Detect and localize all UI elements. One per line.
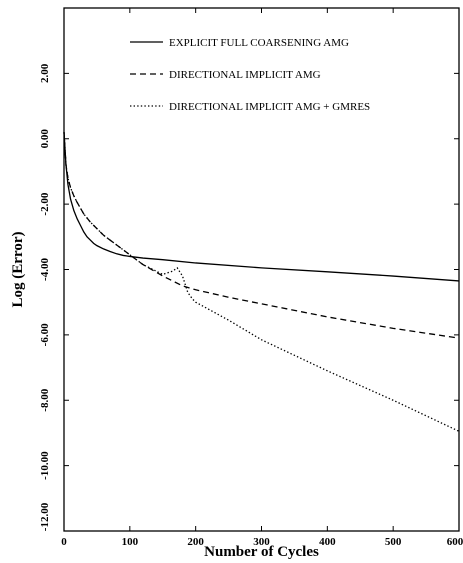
x-tick-label: 200 — [187, 536, 204, 548]
y-tick-label: -10.00 — [39, 451, 51, 480]
y-tick-label: -2.00 — [39, 192, 51, 215]
x-tick-label: 0 — [61, 536, 67, 548]
y-tick-label: -8.00 — [39, 388, 51, 411]
y-tick-label: -12.00 — [39, 502, 51, 531]
series-line-solid — [64, 132, 459, 281]
legend-label: DIRECTIONAL IMPLICIT AMG — [169, 69, 321, 81]
x-tick-label: 100 — [122, 536, 139, 548]
legend-label: EXPLICIT FULL COARSENING AMG — [169, 37, 349, 49]
y-tick-label: -6.00 — [39, 323, 51, 346]
y-tick-label: -4.00 — [39, 258, 51, 281]
y-tick-label: 2.00 — [39, 63, 51, 83]
x-axis-title: Number of Cycles — [204, 544, 319, 560]
series-line-dotted — [64, 132, 459, 431]
y-axis-title: Log (Error) — [10, 232, 26, 308]
x-tick-label: 400 — [319, 536, 336, 548]
y-tick-label: 0.00 — [39, 129, 51, 149]
series-line-dashed — [64, 132, 459, 338]
x-tick-label: 500 — [385, 536, 402, 548]
legend-label: DIRECTIONAL IMPLICIT AMG + GMRES — [169, 101, 370, 113]
plot-frame — [64, 8, 459, 531]
x-tick-label: 600 — [447, 536, 463, 548]
